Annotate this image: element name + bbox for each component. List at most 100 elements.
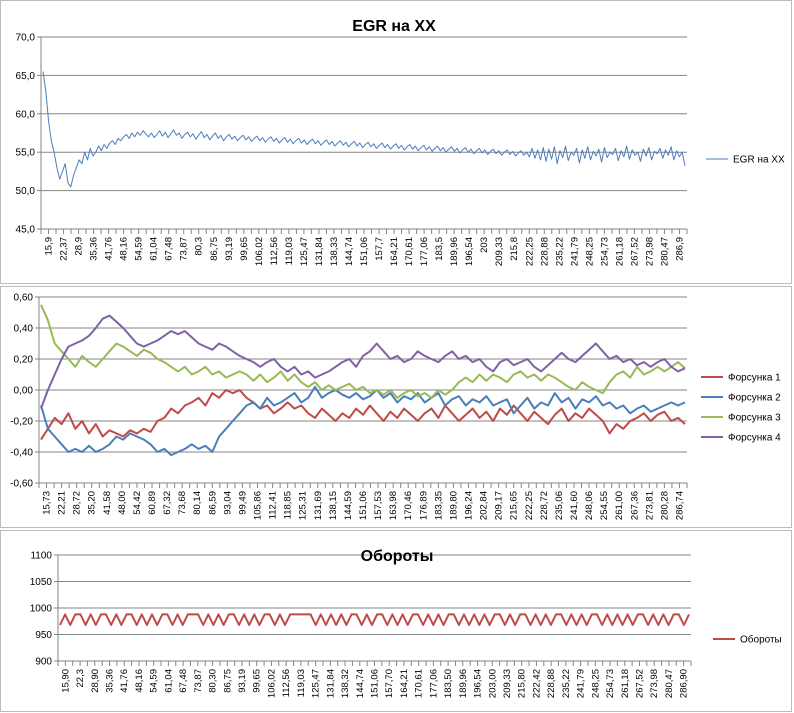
x-tick-label: 112,41 [268,491,279,519]
y-tick-label: 0,00 [14,386,34,397]
x-tick-label: 267,36 [629,491,640,520]
x-tick-label: 170,61 [404,237,415,266]
x-tick-label: 163,98 [388,491,399,520]
injector-chart: 0,60 0,40 0,20 0,00 -0,20 -0,40 -0,60 15,73 22,2… [10,293,781,521]
x-tick-label: 151,06 [359,237,370,266]
x-tick-label: 93,19 [224,237,235,261]
x-tick-label: 73,87 [179,237,190,261]
x-tick-label: 48,16 [134,669,145,693]
x-tick-label: 222,25 [524,491,535,520]
x-tick-label: 41,76 [119,669,130,693]
x-tick-label: 61,04 [163,669,174,693]
x-tick-label: 151,06 [358,491,369,520]
x-tick-label: 261,00 [614,491,625,520]
y-tick-label: 0,60 [14,293,34,304]
x-tick-label: 144,59 [343,491,354,520]
x-tick-label: 48,16 [119,237,130,261]
x-tick-label: 203,00 [487,669,498,698]
x-tick-label: 267,52 [629,237,640,266]
rpm-chart: 1100 1050 1000 950 900 15,90 22,3 28,90 35,36 41,… [30,548,782,698]
x-tick-label: 138,33 [329,237,340,266]
x-tick-label: 80,3 [194,237,205,256]
x-tick-label: 164,21 [389,237,400,266]
x-tick-label: 164,21 [399,669,410,698]
x-tick-label: 35,36 [105,669,116,693]
x-tick-label: 41,58 [102,491,113,515]
x-tick-label: 189,96 [458,669,469,698]
x-tick-label: 99,49 [237,491,248,515]
x-tick-label: 144,74 [344,237,355,266]
y-tick-label: 1000 [30,604,53,615]
x-tick-label: 261,18 [614,237,625,266]
y-tick-label: 55,0 [16,148,36,159]
x-tick-label: 170,46 [403,491,414,520]
x-tick-label: 235,06 [554,491,565,520]
x-tick-label: 106,02 [266,669,277,698]
x-tick-label: 93,19 [237,669,248,693]
x-tick-label: 22,37 [59,237,70,261]
x-tick-label: 28,9 [74,237,85,256]
legend-label: Форсунка 2 [728,393,781,404]
x-tick-label: 286,74 [674,491,685,520]
injector-chart-panel: 0,60 0,40 0,20 0,00 -0,20 -0,40 -0,60 15,73 22,2… [0,286,792,528]
legend-label: Форсунка 3 [728,413,781,424]
x-tick-label: 86,75 [209,237,220,261]
x-tick-label: 209,17 [494,491,505,520]
egr-chart: 70,0 65,0 60,0 55,0 50,0 45,0 15,9 22,37 28,9 35,… [16,18,785,266]
x-tick-label: 183,5 [434,237,445,261]
series-line [40,385,686,457]
x-tick-label: 215,65 [509,491,520,520]
x-tick-label: 131,84 [325,669,336,698]
x-tick-label: 254,55 [599,491,610,520]
x-tick-label: 273,81 [644,491,655,520]
x-tick-label: 99,65 [252,669,263,693]
x-tick-label: 157,53 [373,491,384,520]
x-tick-label: 228,72 [539,491,550,520]
x-tick-label: 222,42 [531,669,542,698]
y-tick-label: 1100 [30,551,52,562]
x-tick-label: 54,59 [134,237,145,261]
x-tick-label: 170,61 [414,669,425,698]
x-tick-label: 15,90 [60,669,71,693]
x-tick-label: 67,48 [164,237,175,261]
x-tick-label: 241,79 [569,237,580,266]
x-tick-label: 248,25 [590,669,601,698]
series-line [40,304,686,399]
x-tick-label: 106,02 [254,237,265,266]
x-tick-label: 209,33 [502,669,513,698]
x-tick-label: 15,73 [42,491,53,515]
x-tick-label: 54,59 [149,669,160,693]
x-tick-label: 157,70 [384,669,395,698]
x-tick-label: 215,8 [509,237,520,261]
x-tick-label: 286,90 [679,669,690,698]
x-tick-label: 183,50 [443,669,454,698]
egr-chart-panel: 70,0 65,0 60,0 55,0 50,0 45,0 15,9 22,37 28,9 35,… [0,0,792,284]
x-tick-label: 235,22 [554,237,565,266]
x-tick-label: 241,79 [576,669,587,698]
x-tick-label: 138,15 [328,491,339,520]
x-tick-label: 15,9 [44,237,55,256]
x-tick-label: 157,7 [374,237,385,261]
x-tick-label: 48,00 [117,491,128,515]
x-tick-label: 248,25 [584,237,595,266]
x-tick-label: 60,89 [147,491,158,515]
rpm-chart-panel: 1100 1050 1000 950 900 15,90 22,3 28,90 35,36 41,… [0,530,792,712]
x-tick-label: 203 [479,237,490,253]
x-tick-label: 196,54 [473,669,484,698]
x-tick-label: 99,65 [239,237,250,261]
x-tick-label: 241,60 [569,491,580,520]
x-tick-label: 28,72 [72,491,83,515]
x-tick-label: 119,03 [296,669,307,697]
y-tick-label: 65,0 [16,71,36,82]
x-tick-label: 118,85 [283,491,294,519]
x-tick-label: 228,88 [539,237,550,266]
y-tick-label: 60,0 [16,109,36,120]
x-tick-label: 131,84 [314,237,325,266]
y-tick-label: 0,20 [14,355,34,366]
x-tick-label: 28,90 [90,669,101,693]
x-tick-label: 151,06 [370,669,381,698]
y-tick-label: -0,60 [10,479,33,490]
x-tick-label: 138,32 [340,669,351,698]
x-tick-label: 67,48 [178,669,189,693]
x-tick-label: 73,87 [193,669,204,693]
